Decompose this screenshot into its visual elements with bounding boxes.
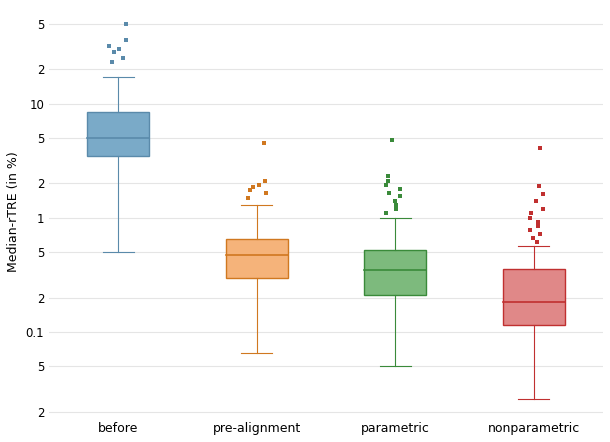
Point (260, 177, 270, 184)
Point (396, 193, 406, 200)
Point (525, 227, 534, 234)
Bar (503, 268, 565, 325)
Bar (364, 250, 426, 295)
Point (383, 173, 393, 180)
Point (381, 181, 391, 188)
Point (528, 234, 538, 241)
Point (245, 187, 254, 194)
Point (392, 201, 401, 208)
Point (395, 185, 405, 192)
Point (121, 20, 131, 27)
Bar (87, 111, 149, 156)
Point (121, 36, 131, 43)
Point (243, 194, 253, 201)
Point (114, 46, 124, 53)
Point (384, 190, 393, 197)
Y-axis label: Median-rTRE (in %): Median-rTRE (in %) (7, 152, 20, 272)
Point (537, 191, 547, 198)
Point (535, 231, 545, 238)
Point (387, 137, 396, 144)
Point (260, 190, 270, 197)
Point (391, 205, 401, 212)
Point (381, 210, 390, 217)
Point (254, 181, 264, 188)
Point (109, 49, 118, 56)
Point (248, 184, 257, 191)
Bar (226, 239, 288, 278)
Point (104, 42, 113, 50)
Point (259, 140, 268, 147)
Point (531, 198, 541, 205)
Point (118, 54, 127, 61)
Point (533, 218, 543, 225)
Point (390, 198, 400, 205)
Point (538, 205, 548, 212)
Point (526, 214, 536, 221)
Point (107, 59, 117, 66)
Point (534, 183, 544, 190)
Point (383, 177, 393, 184)
Point (526, 210, 536, 217)
Point (533, 238, 542, 245)
Point (535, 144, 545, 151)
Point (533, 222, 543, 229)
